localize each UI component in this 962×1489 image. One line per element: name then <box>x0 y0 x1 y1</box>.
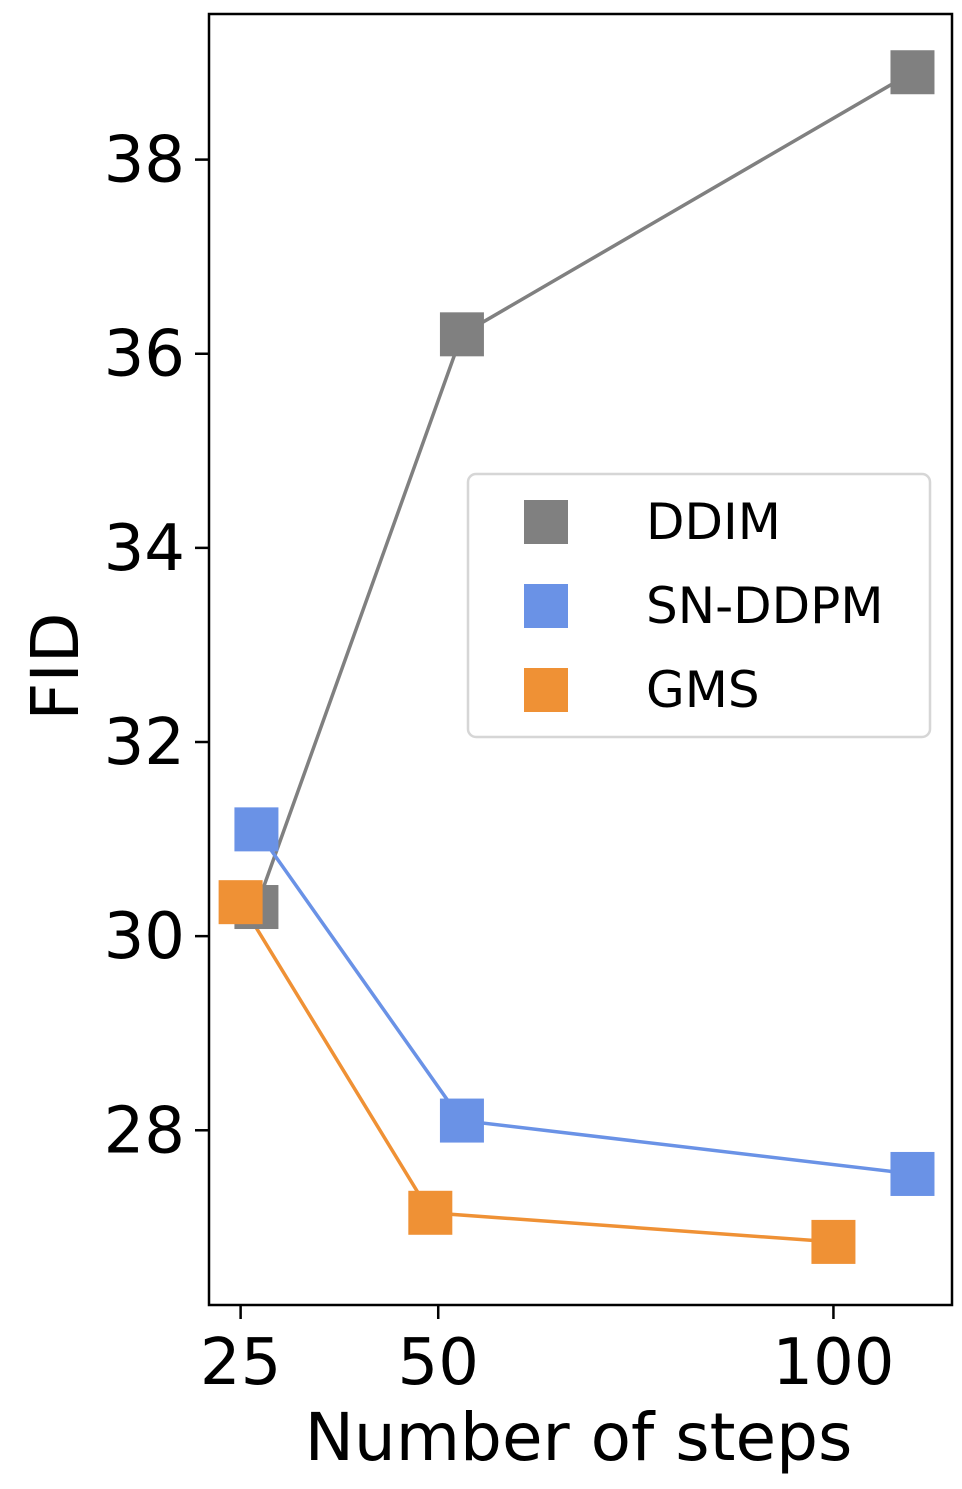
legend-label: GMS <box>646 661 760 719</box>
legend-marker <box>524 584 568 628</box>
x-tick-label: 25 <box>200 1326 281 1400</box>
data-point-marker <box>439 312 484 357</box>
y-tick-label: 30 <box>104 900 185 974</box>
data-point-marker <box>408 1190 453 1235</box>
legend: DDIM SN-DDPM GMS <box>466 472 932 739</box>
data-point-marker <box>234 807 279 852</box>
legend-marker <box>524 668 568 712</box>
data-point-marker <box>218 880 263 925</box>
y-tick-label: 36 <box>104 318 185 392</box>
y-axis-title: FID <box>17 612 94 720</box>
x-axis-title: Number of steps <box>305 1399 853 1476</box>
plot-frame <box>207 12 954 1307</box>
data-point-marker <box>890 50 935 95</box>
legend-label: DDIM <box>646 493 781 551</box>
y-tick-label: 32 <box>104 706 185 780</box>
y-tick-label: 34 <box>104 512 185 586</box>
legend-box <box>466 472 932 739</box>
series-line <box>239 901 834 1244</box>
data-point-marker <box>439 1098 484 1143</box>
y-tick-label: 38 <box>104 124 185 198</box>
x-tick-label: 50 <box>398 1326 479 1400</box>
legend-marker <box>524 500 568 544</box>
series-line <box>254 828 913 1176</box>
x-tick-label: 100 <box>772 1326 894 1400</box>
series-layer <box>218 50 935 1264</box>
y-tick-label: 28 <box>104 1094 185 1168</box>
data-point-marker <box>890 1151 935 1196</box>
legend-label: SN-DDPM <box>646 577 883 635</box>
data-point-marker <box>811 1219 856 1264</box>
